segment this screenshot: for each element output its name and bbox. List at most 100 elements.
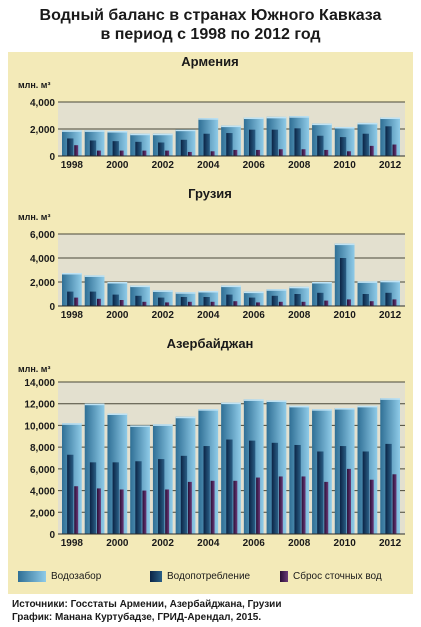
bar-consumption-georgia-2011 xyxy=(362,294,369,306)
bar-consumption-georgia-2009 xyxy=(317,292,324,306)
bar-consumption-azerbaijan-2009 xyxy=(317,451,324,534)
bar-discharge-georgia-2005 xyxy=(233,301,238,306)
bar-withdrawal-top-georgia-2001 xyxy=(130,285,150,288)
bar-discharge-armenia-1998 xyxy=(74,145,79,156)
bar-withdrawal-georgia-2011 xyxy=(357,281,378,306)
bar-discharge-georgia-2003 xyxy=(187,301,192,306)
bar-discharge-georgia-1998 xyxy=(74,297,79,306)
bar-consumption-azerbaijan-2000 xyxy=(112,462,119,534)
bar-withdrawal-top-armenia-2012 xyxy=(380,117,400,120)
bar-discharge-georgia-2004 xyxy=(210,301,215,306)
bar-withdrawal-top-georgia-2010 xyxy=(334,243,355,246)
sources-line-2: График: Манана Куртубадзе, ГРИД-Арендал,… xyxy=(12,612,262,623)
y-tick-label: 10,000 xyxy=(24,421,55,432)
bar-consumption-azerbaijan-2008 xyxy=(294,444,301,534)
chart-title: Водный баланс в странах Южного Кавказа в… xyxy=(0,6,421,44)
x-tick-label: 1998 xyxy=(61,538,84,549)
bar-discharge-azerbaijan-2007 xyxy=(278,476,283,534)
bar-consumption-azerbaijan-2010 xyxy=(339,446,347,534)
bar-consumption-georgia-2001 xyxy=(135,295,142,306)
bar-withdrawal-top-azerbaijan-2008 xyxy=(289,405,310,408)
legend-label-consumption: Водопотребление xyxy=(167,571,251,582)
bar-discharge-georgia-2009 xyxy=(324,300,329,306)
bar-withdrawal-top-georgia-2003 xyxy=(175,292,196,294)
bar-discharge-azerbaijan-2005 xyxy=(233,480,238,534)
x-tick-label: 1998 xyxy=(61,160,84,171)
bar-withdrawal-top-azerbaijan-2007 xyxy=(266,400,287,402)
bar-discharge-azerbaijan-2009 xyxy=(324,481,329,534)
x-tick-label: 2010 xyxy=(334,160,357,171)
bar-consumption-azerbaijan-2002 xyxy=(158,459,165,534)
y-tick-label: 14,000 xyxy=(24,378,55,389)
bar-withdrawal-top-georgia-2005 xyxy=(221,285,241,288)
bar-consumption-armenia-2005 xyxy=(226,133,233,156)
x-tick-label: 2006 xyxy=(243,160,266,171)
x-tick-label: 2012 xyxy=(379,160,402,171)
bar-consumption-georgia-2000 xyxy=(112,294,119,306)
sources-line-1: Источники: Госстаты Армении, Азербайджан… xyxy=(12,599,282,610)
x-tick-label: 2002 xyxy=(152,160,175,171)
bar-consumption-armenia-2006 xyxy=(248,129,256,156)
bar-discharge-armenia-2003 xyxy=(187,151,192,156)
x-tick-label: 2000 xyxy=(106,160,129,171)
bar-consumption-armenia-2009 xyxy=(317,135,324,156)
x-tick-label: 2006 xyxy=(243,538,266,549)
bar-discharge-azerbaijan-2010 xyxy=(347,468,351,534)
bar-consumption-armenia-2008 xyxy=(294,128,301,156)
bar-withdrawal-top-armenia-2011 xyxy=(357,122,378,125)
bar-withdrawal-top-armenia-2010 xyxy=(334,126,355,129)
legend-swatch-discharge xyxy=(280,571,288,582)
bar-withdrawal-top-azerbaijan-2009 xyxy=(312,409,332,411)
bar-withdrawal-top-georgia-1998 xyxy=(62,273,82,275)
sources: Источники: Госстаты Армении, Азербайджан… xyxy=(12,598,281,624)
legend-swatch-withdrawal xyxy=(18,571,46,582)
bar-consumption-georgia-1999 xyxy=(89,291,97,306)
bar-withdrawal-top-armenia-2001 xyxy=(130,133,150,136)
bar-consumption-georgia-2008 xyxy=(294,294,301,306)
x-tick-label: 2000 xyxy=(106,538,129,549)
bar-consumption-georgia-2012 xyxy=(385,292,392,306)
bar-withdrawal-top-georgia-2006 xyxy=(243,291,264,294)
bar-discharge-armenia-2007 xyxy=(278,149,283,156)
bar-withdrawal-top-azerbaijan-2003 xyxy=(175,416,196,419)
bar-withdrawal-top-georgia-2012 xyxy=(380,280,400,283)
bar-withdrawal-top-azerbaijan-2000 xyxy=(107,413,128,415)
y-tick-label: 12,000 xyxy=(24,400,55,411)
bar-consumption-armenia-2012 xyxy=(385,126,392,156)
bar-withdrawal-top-armenia-2007 xyxy=(266,116,287,119)
bar-consumption-azerbaijan-2004 xyxy=(203,446,210,534)
bar-discharge-azerbaijan-2000 xyxy=(119,489,124,534)
bar-withdrawal-top-azerbaijan-2004 xyxy=(198,409,219,411)
legend: Водозабор Водопотребление Сброс сточных … xyxy=(8,560,413,594)
bar-discharge-armenia-2001 xyxy=(142,150,147,156)
y-tick-label: 4,000 xyxy=(30,487,55,498)
bar-consumption-azerbaijan-2006 xyxy=(248,440,256,534)
legend-label-withdrawal: Водозабор xyxy=(51,571,102,582)
bar-discharge-armenia-2012 xyxy=(392,144,397,156)
y-tick-label: 6,000 xyxy=(30,230,55,241)
bar-withdrawal-top-azerbaijan-2002 xyxy=(152,424,173,426)
bar-withdrawal-georgia-1999 xyxy=(84,275,105,306)
bar-withdrawal-top-georgia-2002 xyxy=(152,290,173,292)
bar-consumption-armenia-2002 xyxy=(158,142,165,156)
unit-label-azerbaijan: млн. м³ xyxy=(18,364,50,374)
bar-consumption-armenia-2004 xyxy=(203,133,210,156)
bar-consumption-georgia-2010 xyxy=(339,258,347,306)
bar-consumption-azerbaijan-2011 xyxy=(362,451,369,534)
y-tick-label: 0 xyxy=(49,530,55,541)
unit-label-georgia: млн. м³ xyxy=(18,212,50,222)
bar-discharge-armenia-2004 xyxy=(210,151,215,156)
bar-withdrawal-top-armenia-1999 xyxy=(84,130,105,132)
x-tick-label: 2008 xyxy=(288,538,311,549)
bar-discharge-georgia-2000 xyxy=(119,300,124,306)
bar-consumption-azerbaijan-1999 xyxy=(89,462,97,534)
panel-title-georgia: Грузия xyxy=(188,186,232,201)
bar-withdrawal-top-armenia-2002 xyxy=(152,133,173,136)
bar-discharge-armenia-2010 xyxy=(347,151,351,156)
bar-withdrawal-top-azerbaijan-2012 xyxy=(380,398,400,400)
bar-consumption-azerbaijan-2007 xyxy=(271,442,279,534)
bar-withdrawal-top-georgia-2000 xyxy=(107,282,128,284)
bar-discharge-azerbaijan-2002 xyxy=(165,489,170,534)
bar-discharge-azerbaijan-2011 xyxy=(369,479,374,534)
bar-discharge-georgia-1999 xyxy=(96,298,101,306)
